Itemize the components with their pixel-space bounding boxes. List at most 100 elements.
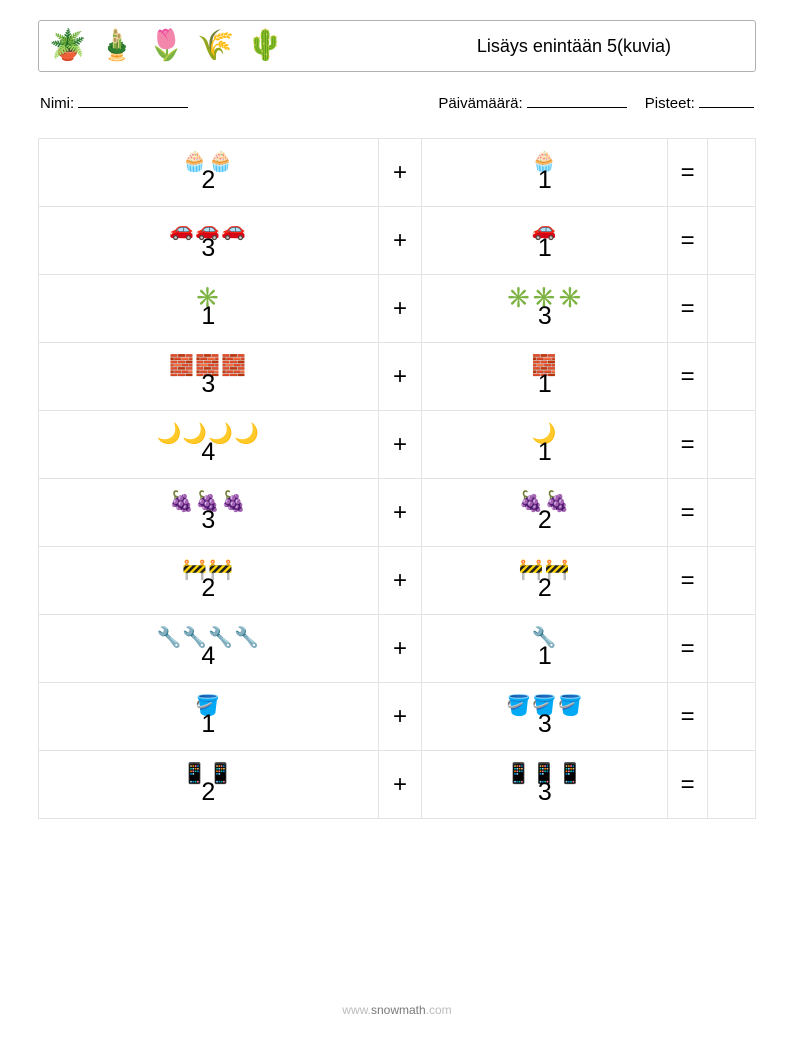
operand-a-cell: 🚧🚧2: [39, 547, 379, 615]
operand-a-cell: 🪣1: [39, 683, 379, 751]
operand-b-value: 1: [538, 236, 552, 261]
header-icon: 🌷: [148, 31, 185, 61]
operand-a-value: 2: [201, 780, 215, 805]
plus-operator: +: [393, 295, 407, 322]
date-blank[interactable]: [527, 94, 627, 108]
equals-cell: =: [668, 751, 708, 819]
operand-a-cell: ✳️1: [39, 275, 379, 343]
answer-cell[interactable]: [708, 207, 756, 275]
plus-cell: +: [378, 479, 422, 547]
answer-cell[interactable]: [708, 615, 756, 683]
operand-b-cell: 🪣🪣🪣3: [422, 683, 668, 751]
operand-b-value: 1: [538, 372, 552, 397]
table-row: 🍇🍇🍇3+🍇🍇2=: [39, 479, 756, 547]
operand-b-value: 2: [538, 576, 552, 601]
equals-cell: =: [668, 411, 708, 479]
operand-b-cell: 🌙1: [422, 411, 668, 479]
operand-a-value: 3: [201, 236, 215, 261]
answer-cell[interactable]: [708, 683, 756, 751]
operand-a-value: 2: [201, 168, 215, 193]
equals-operator: =: [681, 227, 695, 254]
table-row: ✳️1 + ✳️✳️✳️3 =: [39, 275, 756, 343]
table-row: 📱📱2 + 📱📱📱3 =: [39, 751, 756, 819]
table-row: 🪣1+🪣🪣🪣3=: [39, 683, 756, 751]
operand-b-value: 2: [538, 508, 552, 533]
score-blank[interactable]: [699, 94, 754, 108]
meta-date: Päivämäärä:: [438, 94, 626, 112]
operand-a-cell: 🌙🌙🌙🌙4: [39, 411, 379, 479]
plus-cell: +: [378, 411, 422, 479]
equals-operator: =: [681, 295, 695, 322]
operand-b-value: 1: [538, 168, 552, 193]
meta-name: Nimi:: [40, 94, 188, 112]
name-blank[interactable]: [78, 94, 188, 108]
operand-b-cell: ✳️✳️✳️3: [422, 275, 668, 343]
operand-b-cell: 🍇🍇2: [422, 479, 668, 547]
plus-operator: +: [393, 499, 407, 526]
answer-cell[interactable]: [708, 751, 756, 819]
equals-cell: =: [668, 683, 708, 751]
answer-cell[interactable]: [708, 139, 756, 207]
score-label: Pisteet:: [645, 95, 695, 112]
plus-operator: +: [393, 431, 407, 458]
answer-cell[interactable]: [708, 479, 756, 547]
header-icon: 🎍: [98, 31, 135, 61]
footer-suffix: .com: [426, 1003, 452, 1017]
operand-b-cell: 🧁1: [422, 139, 668, 207]
equals-cell: =: [668, 207, 708, 275]
plus-cell: +: [378, 615, 422, 683]
equals-cell: =: [668, 479, 708, 547]
operand-b-cell: 🧱1: [422, 343, 668, 411]
operand-a-cell: 📱📱2: [39, 751, 379, 819]
operand-b-value: 3: [538, 304, 552, 329]
equals-operator: =: [681, 431, 695, 458]
plus-cell: +: [378, 207, 422, 275]
header-icon: 🪴: [49, 31, 86, 61]
plus-cell: +: [378, 547, 422, 615]
equals-cell: =: [668, 275, 708, 343]
table-row: 🚧🚧2+🚧🚧2 =: [39, 547, 756, 615]
equals-cell: =: [668, 343, 708, 411]
operand-a-cell: 🔧🔧🔧🔧4: [39, 615, 379, 683]
operand-b-value: 1: [538, 440, 552, 465]
footer-main: snowmath: [371, 1003, 426, 1017]
plus-cell: +: [378, 683, 422, 751]
operand-a-value: 1: [201, 304, 215, 329]
operand-a-value: 3: [201, 372, 215, 397]
answer-cell[interactable]: [708, 275, 756, 343]
operand-a-value: 2: [201, 576, 215, 601]
header-icon: 🌾: [197, 31, 234, 61]
page-title: Lisäys enintään 5(kuvia): [477, 36, 741, 57]
operand-b-cell: 🚗1: [422, 207, 668, 275]
table-row: 🌙🌙🌙🌙4 + 🌙1 =: [39, 411, 756, 479]
name-label: Nimi:: [40, 95, 74, 112]
operand-b-cell: 🔧1: [422, 615, 668, 683]
answer-cell[interactable]: [708, 411, 756, 479]
plus-operator: +: [393, 635, 407, 662]
equals-cell: =: [668, 139, 708, 207]
footer-prefix: www.: [342, 1003, 371, 1017]
operand-b-value: 3: [538, 780, 552, 805]
operand-a-cell: 🚗🚗🚗3: [39, 207, 379, 275]
equals-operator: =: [681, 771, 695, 798]
operand-a-cell: 🧁🧁2: [39, 139, 379, 207]
answer-cell[interactable]: [708, 547, 756, 615]
equals-cell: =: [668, 547, 708, 615]
footer: www.snowmath.com: [0, 1003, 794, 1017]
plus-operator: +: [393, 363, 407, 390]
header-icons: 🪴 🎍 🌷 🌾 🌵: [49, 31, 284, 61]
operand-b-cell: 🚧🚧2: [422, 547, 668, 615]
operand-a-value: 4: [201, 440, 215, 465]
plus-cell: +: [378, 751, 422, 819]
plus-operator: +: [393, 771, 407, 798]
plus-operator: +: [393, 159, 407, 186]
operand-b-value: 3: [538, 712, 552, 737]
equals-operator: =: [681, 363, 695, 390]
meta-row: Nimi: Päivämäärä: Pisteet:: [38, 94, 756, 112]
operand-b-value: 1: [538, 644, 552, 669]
plus-cell: +: [378, 139, 422, 207]
table-row: 🔧🔧🔧🔧4+🔧1=: [39, 615, 756, 683]
answer-cell[interactable]: [708, 343, 756, 411]
equals-operator: =: [681, 567, 695, 594]
operand-b-cell: 📱📱📱3: [422, 751, 668, 819]
